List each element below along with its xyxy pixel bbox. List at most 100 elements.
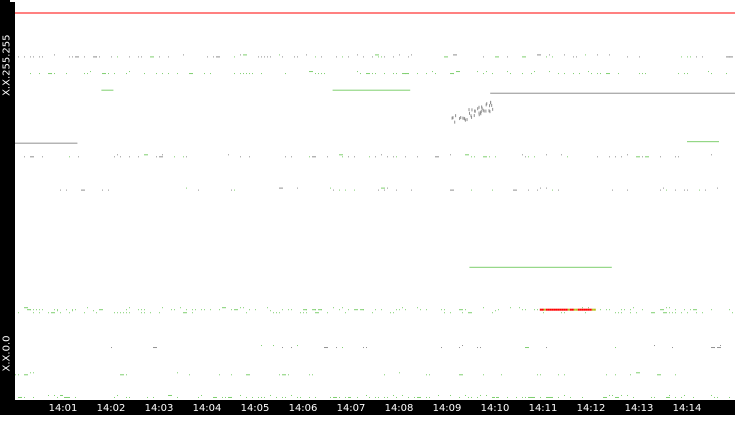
data-point [30,309,31,311]
data-point [702,312,703,314]
data-point [258,56,259,58]
data-point [261,73,262,75]
data-point [627,189,628,191]
data-point [357,71,358,73]
data-point [678,73,679,75]
data-point [72,309,73,311]
data-point [537,189,538,191]
data-point [378,56,379,58]
data-point [366,394,367,396]
data-point [717,396,718,398]
data-point [471,108,473,112]
data-point [684,309,685,311]
data-point [621,156,622,158]
data-point [717,187,718,189]
data-point [75,309,76,311]
data-point [216,56,220,58]
scatter-plot-area[interactable] [15,0,735,400]
data-point [114,312,115,314]
data-point [171,309,172,311]
data-point [69,156,70,158]
data-point [459,309,463,311]
data-point [258,396,259,398]
data-point [225,396,226,398]
data-point [375,54,379,56]
data-point [639,73,640,75]
data-point [564,394,565,396]
x-tick [351,394,352,400]
data-point [33,309,34,311]
data-point [459,396,460,398]
data-point [597,156,598,158]
data-point [489,104,491,108]
x-tick-label: 14:13 [624,403,654,414]
data-point [192,312,193,314]
data-point [657,374,661,376]
data-point [315,56,316,58]
data-point [363,56,364,58]
data-point [306,312,307,314]
data-point [417,307,418,309]
data-point [99,309,103,311]
data-point [213,56,214,58]
data-point [342,307,343,309]
data-point [363,347,364,349]
data-point [675,312,676,314]
data-point [117,56,118,58]
data-segment [581,308,584,311]
data-point [24,56,25,58]
x-tick-label: 14:05 [240,403,270,414]
data-point [455,114,457,118]
data-point [309,156,310,158]
data-point [528,156,529,158]
data-point [546,396,550,398]
data-point [333,307,334,309]
data-point [711,154,712,156]
data-point [463,116,465,120]
data-point [195,309,196,311]
data-point [54,394,55,396]
data-point [684,189,685,191]
data-point [483,156,487,158]
data-point [465,154,469,156]
data-point [264,56,265,58]
data-point [567,156,568,158]
data-point [117,312,118,314]
data-segment [585,308,588,311]
data-point [645,156,649,158]
data-point [417,156,418,158]
data-point [297,345,298,347]
data-segment [490,92,735,94]
data-point [366,347,367,349]
data-point [126,312,127,314]
data-point [399,309,400,311]
data-point [564,374,565,376]
data-segment [565,308,568,311]
data-point [473,114,475,118]
data-point [678,156,679,158]
data-point [66,189,67,191]
data-point [474,109,476,113]
data-segment [101,89,114,91]
data-point [441,309,442,311]
data-point [468,108,470,112]
data-point [69,312,70,314]
data-point [711,347,715,349]
x-tick-label: 14:06 [288,403,318,414]
data-point [405,73,409,75]
data-point [612,394,613,396]
data-point [600,309,601,311]
data-point [485,103,487,107]
data-point [300,312,301,314]
data-point [186,187,187,189]
data-point [240,307,241,309]
data-point [246,312,247,314]
data-point [609,156,610,158]
data-point [387,156,388,158]
data-point [153,347,157,349]
data-point [144,309,145,311]
data-point [429,374,430,376]
data-point [478,105,480,109]
data-point [261,396,262,398]
data-point [558,374,559,376]
